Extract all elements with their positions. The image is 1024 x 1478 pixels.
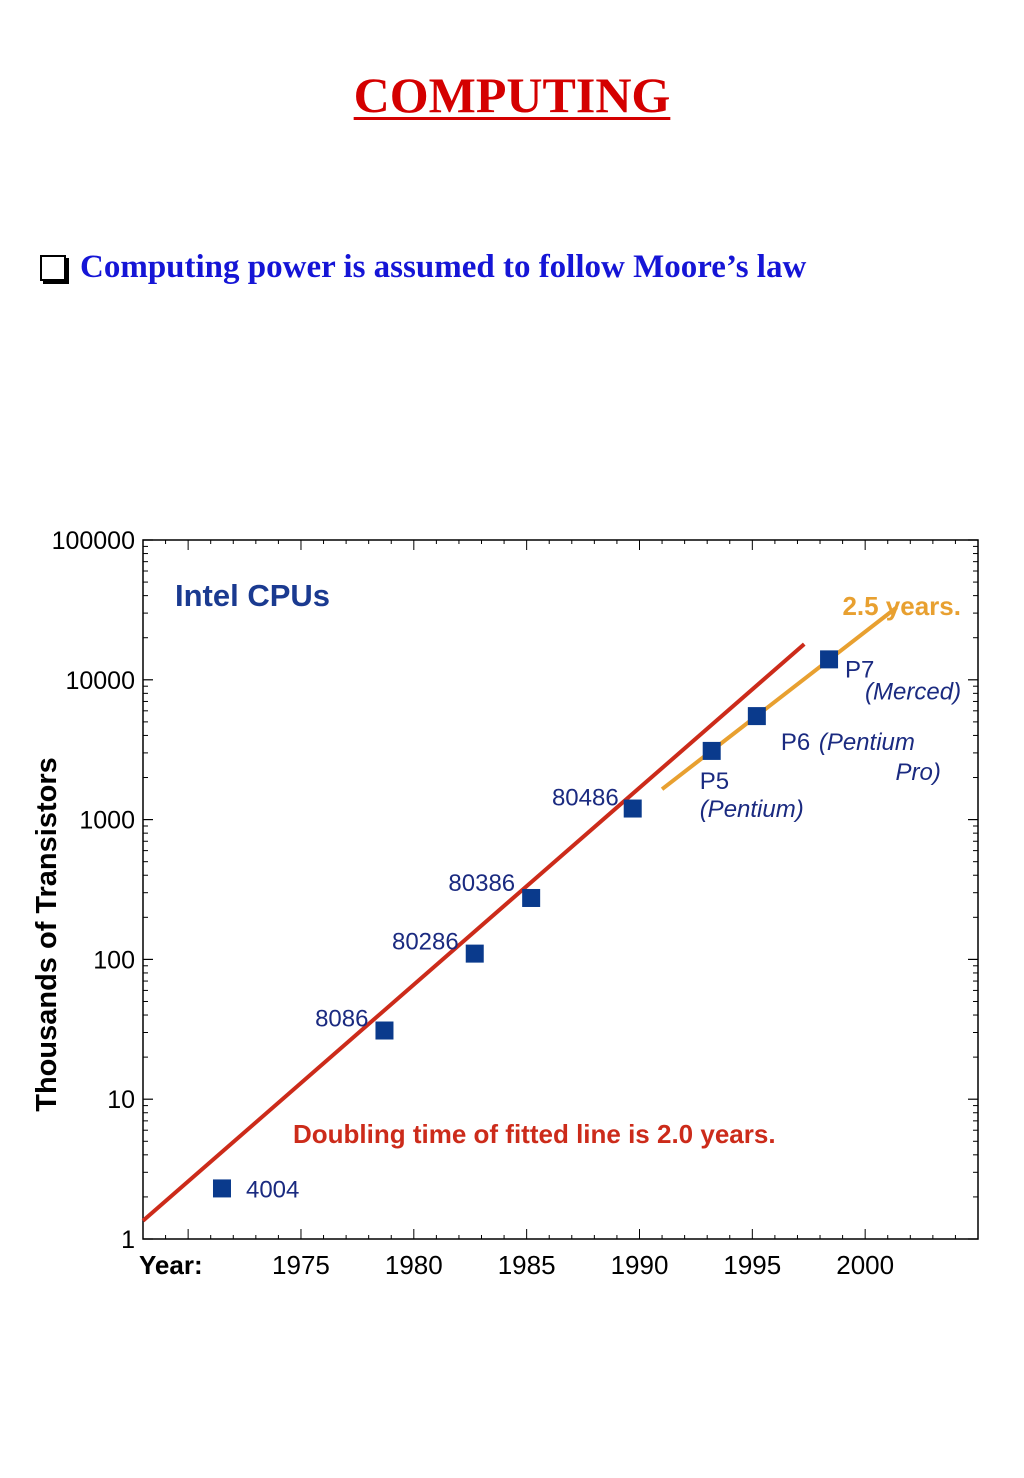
data-point-p5 (702, 741, 721, 760)
data-point-p6 (747, 707, 766, 726)
data-point-p7 (820, 650, 839, 669)
x-tick-label: 1985 (498, 1250, 556, 1280)
point-label-80486: 80486 (552, 785, 619, 812)
y-tick-label: 100 (93, 946, 135, 974)
data-point-4004 (212, 1179, 231, 1198)
annotation-doubling-time: Doubling time of fitted line is 2.0 year… (293, 1119, 776, 1149)
point-label-p6: P6 (781, 729, 810, 756)
annotation-2-5-years: 2.5 years. (842, 591, 961, 621)
point-label-p6-sub2: Pro) (895, 759, 940, 786)
data-point-80386 (522, 888, 541, 907)
data-point-8086 (375, 1021, 394, 1040)
bullet-text: Computing power is assumed to follow Moo… (80, 249, 807, 285)
y-tick-label: 1000 (79, 807, 135, 835)
x-tick-label: 1995 (723, 1250, 781, 1280)
data-point-80486 (623, 799, 642, 818)
point-label-p7-sub1: (Merced) (865, 678, 961, 705)
data-point-80286 (465, 944, 484, 963)
plot-area (142, 539, 979, 1240)
y-tick-label: 10 (107, 1086, 135, 1114)
x-tick-label: 1975 (272, 1250, 330, 1280)
fit-line-2-5-years (660, 605, 898, 791)
x-tick-label: 1980 (385, 1250, 443, 1280)
y-tick-label: 100000 (52, 527, 135, 555)
x-tick-label: 1990 (611, 1250, 669, 1280)
point-label-8086: 8086 (315, 1006, 368, 1033)
bullet-item: Computing power is assumed to follow Moo… (40, 249, 806, 286)
x-axis-label: Year: (139, 1250, 203, 1280)
y-tick-label: 1 (121, 1226, 135, 1254)
x-tick-label: 2000 (836, 1250, 894, 1280)
point-label-4004: 4004 (246, 1176, 299, 1203)
chart-title: Intel CPUs (175, 578, 330, 613)
y-tick-label: 10000 (65, 667, 135, 695)
point-label-p5: P5 (700, 768, 729, 795)
point-label-p7: P7 (845, 656, 874, 683)
point-label-p6-sub1: (Pentium (819, 729, 915, 756)
point-label-80286: 80286 (392, 929, 459, 956)
fit-line-2-0-years (141, 642, 806, 1223)
point-label-80386: 80386 (448, 870, 515, 897)
point-label-p5-sub1: (Pentium) (700, 796, 804, 823)
moores-law-chart: 4004 8086 80286 80386 80486 P5(Pentium) P6 (Pen… (31, 527, 979, 1280)
y-axis-label: Thousands of Transistors (31, 757, 63, 1112)
page-title: COMPUTING (353, 67, 671, 123)
checkbox-bullet-icon (40, 254, 66, 281)
